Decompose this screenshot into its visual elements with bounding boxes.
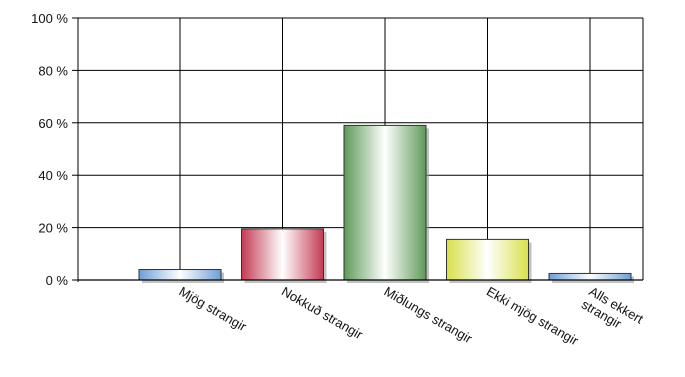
axes [72,17,643,282]
labels: 0 % 20 % 40 % 60 % 80 % 100 % Mjög strangir Nok… [31,11,646,349]
y-tick-label: 100 % [31,11,68,26]
x-tick-label: Miðlungs strangir [382,284,476,347]
bar [446,238,529,281]
y-tick-label: 20 % [38,221,68,236]
x-tick-label: Mjög strangir [177,284,250,335]
y-tick-label: 80 % [38,63,68,78]
bars [138,124,634,283]
bar [548,272,632,281]
gridlines [77,17,644,281]
y-tick-label: 0 % [46,273,69,288]
bar [241,228,324,281]
y-tick-label: 40 % [38,168,68,183]
x-tick-label: Ekki mjög strangir [484,284,582,349]
x-tick-label: Alls ekkertstrangir [579,284,646,340]
bar [138,269,222,281]
x-tick-label: Nokkuð strangir [279,284,366,343]
bar [343,124,427,281]
y-tick-label: 60 % [38,116,68,131]
